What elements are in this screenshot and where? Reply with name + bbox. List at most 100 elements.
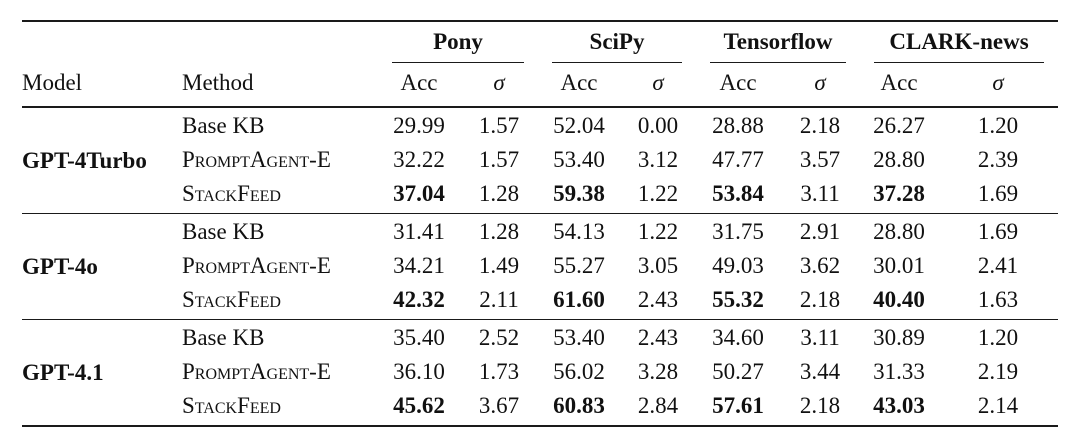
acc-value: 55.27 <box>553 253 605 278</box>
acc-column-header: Acc <box>560 70 598 95</box>
sigma-value: 2.52 <box>478 325 520 350</box>
sigma-value: 1.57 <box>478 147 520 172</box>
acc-value: 49.03 <box>712 253 764 278</box>
model-name: GPT-4o <box>22 254 98 279</box>
acc-value: 43.03 <box>873 393 925 418</box>
acc-column-header: Acc <box>880 70 918 95</box>
model-block: GPT-4.1 Base KB 35.40 2.52 53.40 2.43 34.60 3.1… <box>22 320 1058 427</box>
acc-value: 53.84 <box>712 181 764 206</box>
sigma-value: 1.57 <box>478 113 520 138</box>
table-row: GPT-4o Base KB 31.41 1.28 54.13 1.22 31.75 2.91… <box>22 214 1058 279</box>
sigma-value: 1.63 <box>977 287 1019 312</box>
acc-value: 52.04 <box>553 113 605 138</box>
acc-value: 61.60 <box>553 287 605 312</box>
acc-value: 28.88 <box>712 113 764 138</box>
acc-value: 56.02 <box>553 359 605 384</box>
sigma-value: 2.41 <box>977 253 1019 278</box>
sigma-value: 3.44 <box>799 359 841 384</box>
column-header-row: Model Method Acc σ Acc σ Acc σ Acc σ <box>22 63 1058 107</box>
acc-value: 32.22 <box>393 147 445 172</box>
sigma-value: 3.12 <box>637 147 679 172</box>
table-row: StackFeed 45.62 3.67 60.83 2.84 57.61 2.18 43.0… <box>22 389 1058 426</box>
acc-value: 30.01 <box>873 253 925 278</box>
group-label: SciPy <box>589 29 645 54</box>
method-name: Base KB <box>182 325 265 350</box>
table-header: Pony SciPy Tensorflow CLARK-news Model M… <box>22 21 1059 107</box>
sigma-value: 2.18 <box>799 393 841 418</box>
table-row: StackFeed 37.04 1.28 59.38 1.22 53.84 3.11 37.2… <box>22 177 1058 214</box>
table-row: GPT-4.1 Base KB 35.40 2.52 53.40 2.43 34.60 3.1… <box>22 320 1058 385</box>
sigma-value: 1.22 <box>637 181 679 206</box>
method-name: StackFeed <box>182 181 281 206</box>
acc-value: 57.61 <box>712 393 764 418</box>
method-name: Base KB <box>182 219 265 244</box>
sigma-value: 1.28 <box>478 219 520 244</box>
sigma-column-header: σ <box>992 70 1004 95</box>
acc-value: 34.21 <box>393 253 445 278</box>
table-row: PromptAgent-E 36.10 1.73 56.02 3.28 50.27 3.44… <box>22 355 1058 389</box>
acc-value: 54.13 <box>553 219 605 244</box>
sigma-value: 1.73 <box>478 359 520 384</box>
acc-value: 31.75 <box>712 219 764 244</box>
method-name: StackFeed <box>182 287 281 312</box>
group-header-clark-news: CLARK-news <box>860 21 1058 63</box>
table-row: PromptAgent-E 34.21 1.49 55.27 3.05 49.03 3.62… <box>22 249 1058 283</box>
acc-value: 34.60 <box>712 325 764 350</box>
group-header-pony: Pony <box>378 21 538 63</box>
group-header-spacer <box>22 21 378 63</box>
acc-value: 35.40 <box>393 325 445 350</box>
table-row: StackFeed 42.32 2.11 61.60 2.43 55.32 2.18 40.4… <box>22 283 1058 320</box>
acc-value: 37.04 <box>393 181 445 206</box>
sigma-value: 3.57 <box>799 147 841 172</box>
sigma-value: 1.20 <box>977 113 1019 138</box>
sigma-value: 2.84 <box>637 393 679 418</box>
acc-value: 37.28 <box>873 181 925 206</box>
group-header-row: Pony SciPy Tensorflow CLARK-news <box>22 21 1058 63</box>
group-label: Pony <box>433 29 483 54</box>
group-label: Tensorflow <box>723 29 833 54</box>
sigma-value: 3.05 <box>637 253 679 278</box>
model-name: GPT-4Turbo <box>22 148 147 173</box>
sigma-value: 3.62 <box>799 253 841 278</box>
sigma-value: 2.19 <box>977 359 1019 384</box>
sigma-value: 3.11 <box>800 325 840 350</box>
sigma-value: 1.69 <box>977 219 1019 244</box>
sigma-value: 1.28 <box>478 181 520 206</box>
acc-value: 42.32 <box>393 287 445 312</box>
sigma-value: 2.11 <box>479 287 519 312</box>
sigma-value: 0.00 <box>637 113 679 138</box>
table-row: GPT-4Turbo Base KB 29.99 1.57 52.04 0.00 28.88… <box>22 107 1058 173</box>
method-name: StackFeed <box>182 393 281 418</box>
sigma-column-header: σ <box>493 70 505 95</box>
acc-value: 53.40 <box>553 147 605 172</box>
method-name: PromptAgent-E <box>182 147 331 172</box>
sigma-value: 2.43 <box>637 287 679 312</box>
group-header-scipy: SciPy <box>538 21 696 63</box>
sigma-value: 2.39 <box>977 147 1019 172</box>
sigma-value: 3.28 <box>637 359 679 384</box>
sigma-value: 1.49 <box>478 253 520 278</box>
acc-column-header: Acc <box>719 70 757 95</box>
sigma-value: 3.67 <box>478 393 520 418</box>
sigma-value: 2.91 <box>799 219 841 244</box>
acc-value: 59.38 <box>553 181 605 206</box>
method-column-header: Method <box>182 70 254 95</box>
model-block: GPT-4Turbo Base KB 29.99 1.57 52.04 0.00 28.88… <box>22 107 1059 214</box>
model-name: GPT-4.1 <box>22 360 104 385</box>
group-label: CLARK-news <box>889 29 1029 54</box>
table-row: PromptAgent-E 32.22 1.57 53.40 3.12 47.77 3.57… <box>22 143 1058 177</box>
acc-value: 36.10 <box>393 359 445 384</box>
acc-value: 31.33 <box>873 359 925 384</box>
acc-value: 26.27 <box>873 113 925 138</box>
sigma-value: 1.22 <box>637 219 679 244</box>
acc-value: 47.77 <box>712 147 764 172</box>
acc-value: 28.80 <box>873 219 925 244</box>
sigma-column-header: σ <box>814 70 826 95</box>
sigma-value: 2.18 <box>799 287 841 312</box>
acc-column-header: Acc <box>400 70 438 95</box>
acc-value: 55.32 <box>712 287 764 312</box>
sigma-column-header: σ <box>652 70 664 95</box>
sigma-value: 2.43 <box>637 325 679 350</box>
method-name: PromptAgent-E <box>182 253 331 278</box>
